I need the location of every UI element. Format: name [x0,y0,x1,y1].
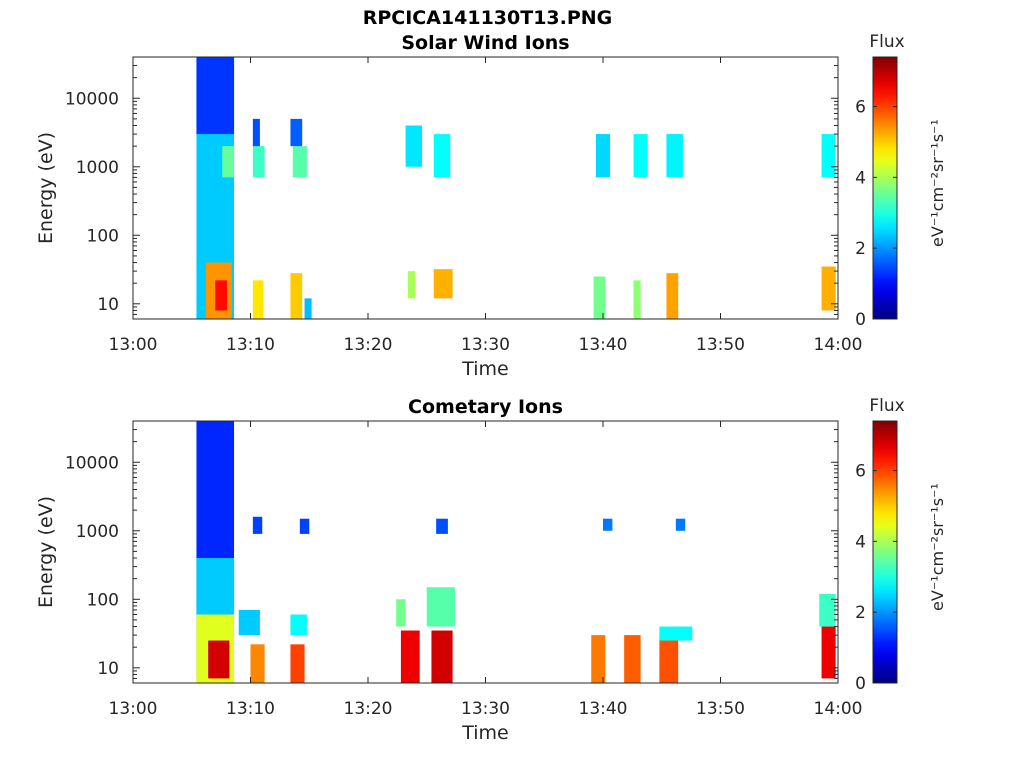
flux-cell [252,516,263,534]
colorbar-unit-label: eV⁻¹cm⁻²sr⁻¹s⁻¹ [928,483,947,611]
flux-cell [633,280,641,319]
x-tick-label: 13:40 [579,699,628,719]
flux-cell [433,269,453,299]
y-tick-label: 100 [87,590,119,610]
colorbar-tick-label: 6 [855,462,866,482]
colorbar-tick-label: 0 [855,674,866,694]
colorbar: Flux 0 2 4 6 eV⁻¹cm⁻²sr⁻¹s⁻¹ [855,396,947,694]
y-axis-label: Energy (eV) [35,496,57,608]
flux-cell [675,518,686,531]
flux-cell [299,518,310,534]
x-tick-label: 13:00 [109,335,158,355]
y-tick-label: 1000 [76,522,119,542]
plot-area [133,57,838,319]
flux-cell [426,587,455,627]
flux-cell [659,626,693,641]
x-tick-label: 13:20 [344,335,393,355]
flux-cell [624,635,641,683]
flux-cell [821,134,836,178]
flux-cell [252,280,264,319]
y-tick-label: 10000 [65,453,119,473]
flux-cell [396,599,406,627]
flux-cell [252,118,260,147]
flux-cell [250,644,265,683]
x-tick-label: 13:20 [344,699,393,719]
x-tick-label: 13:30 [461,335,510,355]
colorbar: Flux 0 2 4 6 eV⁻¹cm⁻²sr⁻¹s⁻¹ [855,32,947,330]
flux-cell [821,626,836,679]
flux-cell [407,271,415,299]
x-axis-label: Time [461,722,509,744]
flux-cell [593,276,606,319]
flux-cell [238,609,260,636]
panel-1: Solar Wind Ions 13:00 13:10 13:20 13:30 13:40… [35,32,947,380]
flux-cell [595,134,611,178]
flux-cell [436,518,448,534]
x-tick-label: 13:50 [696,335,745,355]
x-axis-label: Time [461,358,509,380]
flux-cell [603,518,613,531]
flux-cell [405,125,423,167]
colorbar-tick-label: 4 [855,532,866,552]
colorbar-title: Flux [869,396,904,416]
x-tick-label: 13:50 [696,699,745,719]
flux-cell [290,273,303,319]
flux-cell [222,146,235,178]
y-tick-label: 10 [97,659,119,679]
spectrogram-data [196,57,836,319]
flux-cell [819,593,836,627]
x-tick-label: 14:00 [814,335,863,355]
x-tick-label: 13:10 [226,335,275,355]
flux-cell [196,57,235,135]
x-tick-label: 14:00 [814,699,863,719]
flux-cell [659,635,679,683]
flux-cell [292,146,307,178]
flux-cell [591,635,606,683]
flux-cell [633,134,648,178]
panel-title: Cometary Ions [408,396,563,418]
colorbar-tick-label: 2 [855,239,866,259]
y-tick-label: 10000 [65,89,119,109]
x-tick-label: 13:10 [226,699,275,719]
flux-cell [433,134,451,178]
flux-cell [666,134,683,178]
flux-cell [821,266,836,311]
y-axis-label: Energy (eV) [35,132,57,244]
panel-2: Cometary Ions 13:00 13:10 13:20 13:30 13:40 13… [35,396,947,744]
colorbar-tick-label: 2 [855,603,866,623]
colorbar-title: Flux [869,32,904,52]
y-tick-label: 100 [87,226,119,246]
colorbar-tick-label: 0 [855,310,866,330]
figure-title: RPCICA141130T13.PNG [362,7,613,29]
plot-area [133,421,838,683]
flux-cell [252,146,265,178]
flux-cell [196,558,235,615]
colorbar-tick-label: 6 [855,98,866,118]
flux-cell [666,273,679,319]
colorbar-scale [872,420,898,684]
flux-cell [290,644,305,683]
flux-cell [290,614,307,636]
x-tick-label: 13:40 [579,335,628,355]
flux-cell [215,280,227,311]
x-tick-label: 13:00 [109,699,158,719]
x-tick-label: 13:30 [461,699,510,719]
colorbar-tick-label: 4 [855,168,866,188]
flux-cell [400,630,420,683]
y-tick-label: 10 [97,295,119,315]
flux-cell [304,298,312,319]
colorbar-scale [872,56,898,320]
spectrogram-data [196,421,836,683]
flux-cell [431,630,453,683]
y-tick-label: 1000 [76,158,119,178]
flux-cell [208,640,230,679]
colorbar-unit-label: eV⁻¹cm⁻²sr⁻¹s⁻¹ [928,119,947,247]
flux-cell [290,118,303,147]
panel-title: Solar Wind Ions [401,32,569,54]
